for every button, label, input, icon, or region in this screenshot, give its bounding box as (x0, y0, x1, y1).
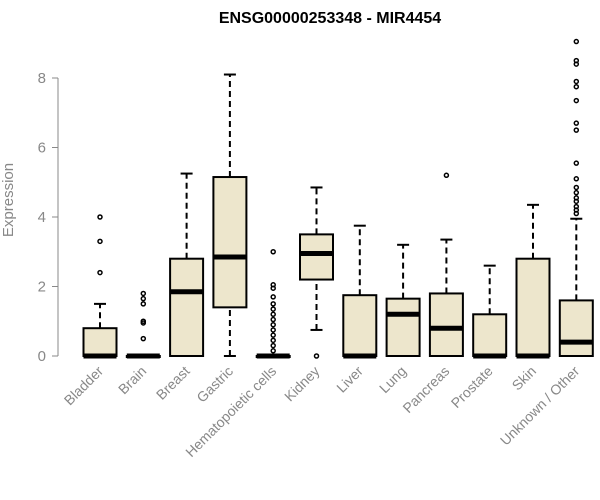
box (472, 313, 508, 357)
box (169, 257, 205, 358)
x-tick-label: Lung (376, 363, 409, 396)
outlier-point (270, 321, 276, 328)
outlier-point (270, 249, 276, 255)
outlier-point (573, 127, 580, 133)
outlier-point (270, 306, 276, 312)
outlier-point (97, 269, 103, 276)
outlier-point (270, 282, 276, 288)
x-tick-label: Brain (115, 363, 149, 397)
outlier-point (573, 83, 580, 90)
outlier-point (97, 214, 103, 220)
outlier-point (140, 301, 147, 307)
x-tick-label: Liver (333, 363, 366, 396)
x-tick-label: Unknown / Other (497, 363, 583, 449)
outlier-point (140, 318, 147, 324)
box (558, 299, 594, 357)
x-tick-label: Breast (153, 363, 193, 403)
y-tick-label: 8 (38, 70, 46, 87)
box-group (515, 203, 551, 359)
box-group (342, 224, 378, 359)
x-tick-label: Bladder (61, 363, 107, 409)
box-group (82, 214, 118, 359)
outlier-point (270, 311, 276, 318)
box-group (428, 172, 464, 358)
outlier-point (573, 176, 580, 182)
x-tick-label: Kidney (281, 363, 323, 405)
outlier-point (573, 189, 580, 196)
outlier-point (140, 335, 147, 342)
outlier-point (573, 38, 580, 45)
outlier-point (313, 353, 320, 359)
y-axis: 0 2 4 6 8 (38, 70, 59, 365)
box-group (385, 243, 421, 358)
chart-title: ENSG00000253348 - MIR4454 (219, 10, 441, 27)
outlier-point (573, 195, 580, 201)
outlier-point (573, 160, 580, 166)
outlier-point (270, 301, 276, 307)
box (515, 257, 551, 358)
y-tick-label: 0 (38, 348, 46, 365)
box (342, 294, 378, 357)
box-group (558, 38, 594, 357)
outlier-point (573, 78, 580, 85)
outlier-point (443, 172, 450, 179)
box-group (472, 264, 508, 359)
boxes-layer (82, 38, 594, 359)
box (299, 233, 334, 281)
outlier-point (270, 342, 276, 349)
box-group (169, 172, 205, 358)
y-axis-label: Expression (0, 163, 17, 237)
box-group (212, 73, 248, 357)
box (82, 327, 118, 358)
outlier-point (140, 290, 147, 297)
y-tick-label: 2 (38, 279, 46, 296)
outlier-point (573, 184, 580, 191)
outlier-point (140, 295, 147, 302)
outlier-point (270, 294, 276, 300)
outlier-point (270, 332, 276, 338)
box-group (255, 249, 291, 359)
x-tick-label: Skin (509, 363, 540, 394)
outlier-point (573, 203, 580, 210)
x-tick-label: Prostate (448, 363, 496, 411)
y-tick-label: 6 (38, 140, 46, 157)
x-tick-label: Gastric (193, 363, 236, 406)
box (385, 297, 421, 358)
box (212, 176, 248, 309)
outlier-point (270, 327, 276, 333)
outlier-point (573, 97, 580, 104)
outlier-point (270, 337, 276, 344)
outlier-point (573, 120, 580, 126)
outlier-point (270, 316, 276, 323)
outlier-point (97, 238, 103, 245)
outlier-point (573, 57, 580, 64)
y-tick-label: 4 (38, 209, 46, 226)
x-tick-label: Pancreas (399, 363, 452, 416)
box (428, 292, 464, 358)
box-group (125, 290, 161, 359)
outlier-point (270, 348, 276, 354)
box-group (299, 186, 334, 359)
